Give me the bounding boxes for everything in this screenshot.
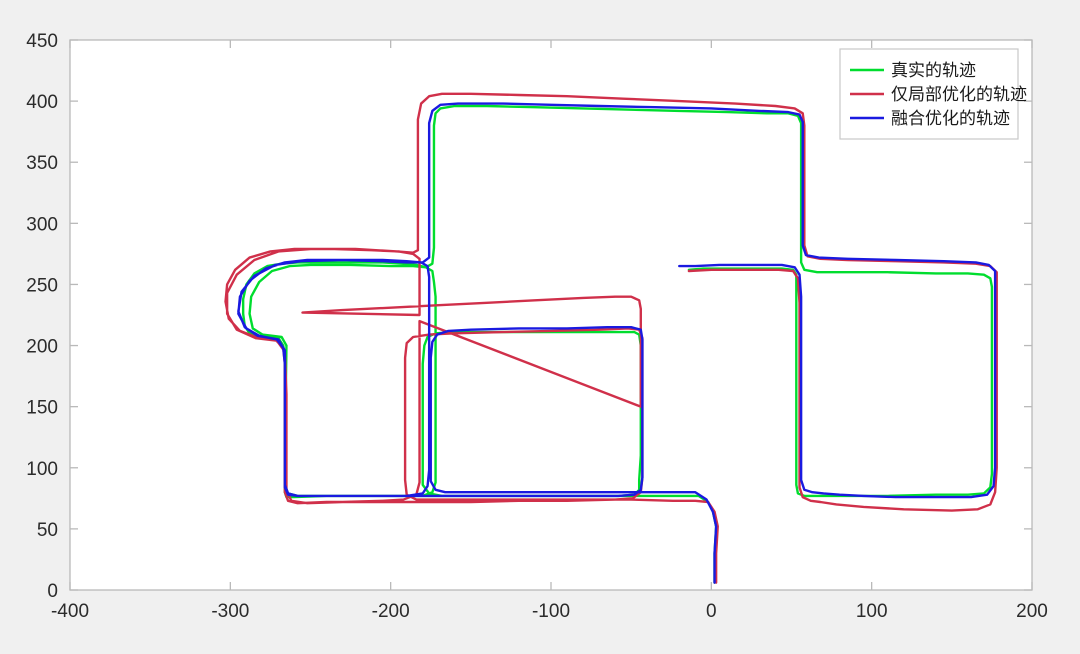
trajectory-series [224,92,998,584]
x-tick-label: -200 [372,601,410,622]
y-tick-label: 350 [26,153,58,174]
x-axis-ticks: -400 -300 -200 -100 0 100 200 [51,40,1048,622]
x-tick-label: 200 [1016,601,1048,622]
y-tick-label: 300 [26,214,58,235]
x-tick-label: 100 [856,601,888,622]
x-tick-label: -400 [51,601,89,622]
x-tick-label: -100 [532,601,570,622]
x-tick-label: -300 [211,601,249,622]
y-axis-ticks: 0 50 100 150 200 250 300 350 400 450 [26,31,1032,602]
legend-label-0[interactable]: 真实的轨迹 [891,61,976,80]
trajectory-path-2 [237,102,997,584]
y-tick-label: 200 [26,337,58,358]
legend-box [839,48,1019,140]
y-tick-label: 250 [26,275,58,296]
x-tick-label: 0 [706,601,717,622]
y-tick-label: 50 [37,520,58,541]
y-tick-label: 150 [26,398,58,419]
legend-label-1[interactable]: 仅局部优化的轨迹 [891,85,1027,104]
y-tick-label: 450 [26,31,58,52]
legend-label-2[interactable]: 融合优化的轨迹 [891,109,1010,128]
y-tick-label: 100 [26,459,58,480]
y-tick-label: 400 [26,92,58,113]
y-tick-label: 0 [47,581,58,602]
